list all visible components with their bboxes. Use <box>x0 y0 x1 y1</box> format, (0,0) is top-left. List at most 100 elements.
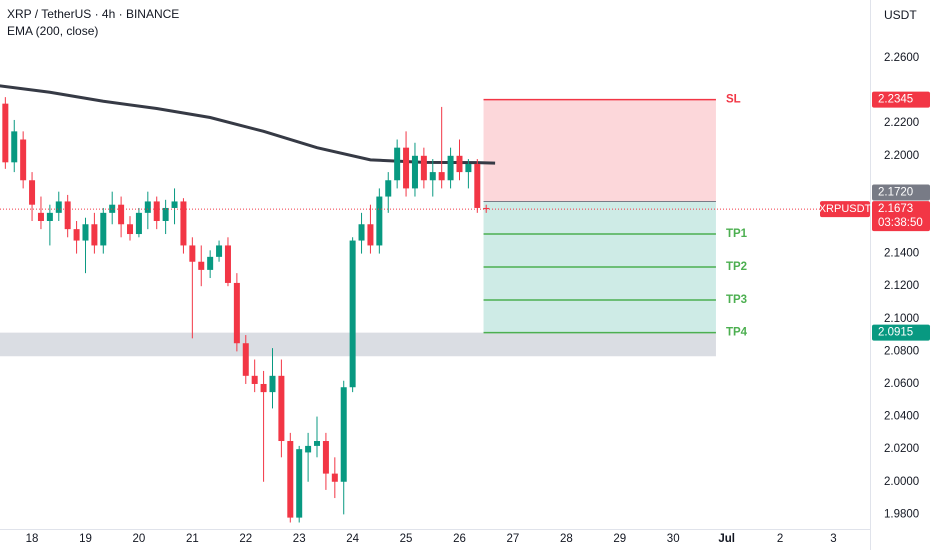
candle-body <box>314 441 321 446</box>
candle-body <box>189 245 196 262</box>
x-tick-label: 28 <box>560 533 573 545</box>
candle-body <box>46 212 53 221</box>
candle-body <box>251 375 258 384</box>
y-tick-label: 2.2000 <box>884 150 919 162</box>
candle-body <box>474 163 481 208</box>
candle-body <box>55 201 62 213</box>
candle-body <box>296 449 303 518</box>
currency: USDT <box>884 8 917 22</box>
candle-body <box>278 375 285 442</box>
target-label: TP4 <box>726 327 748 339</box>
candle-body <box>438 172 445 181</box>
candle-body <box>207 256 214 270</box>
candle-body <box>127 224 134 235</box>
countdown-label: 03:38:50 <box>878 217 923 229</box>
candle-body <box>2 103 9 163</box>
x-tick-label: Jul <box>718 533 735 545</box>
candle-body <box>171 201 178 208</box>
target-label: TP2 <box>726 261 747 273</box>
candle-body <box>153 201 160 221</box>
y-tick-label: 2.0800 <box>884 345 919 357</box>
price-badge-label: 2.0915 <box>878 327 913 339</box>
candle-body <box>331 473 338 482</box>
y-tick-label: 2.0400 <box>884 411 919 423</box>
y-tick-label: 2.1400 <box>884 248 919 260</box>
candle-body <box>29 180 36 205</box>
candle-body <box>429 172 436 181</box>
price-badge <box>872 91 930 108</box>
candle-body <box>465 163 472 173</box>
candle-body <box>216 245 223 257</box>
x-tick-label: 25 <box>400 533 413 545</box>
candle-body <box>144 201 151 213</box>
price-badge-label: 2.1720 <box>878 186 913 198</box>
x-tick-label: 22 <box>239 533 252 545</box>
price-badge-label: 2.1673 <box>878 203 913 215</box>
stop-label: SL <box>726 94 741 106</box>
candle-body <box>73 229 80 241</box>
x-tick-label: 2 <box>777 533 783 545</box>
indicator-label: EMA (200, close) <box>7 24 98 38</box>
candle-body <box>483 207 490 210</box>
x-tick-label: 24 <box>346 533 359 545</box>
candle-body <box>456 155 463 173</box>
y-tick-label: 2.0000 <box>884 476 919 488</box>
candle-body <box>135 212 142 235</box>
candle-body <box>322 441 329 474</box>
candle-body <box>340 387 347 482</box>
candle-body <box>118 204 125 225</box>
candle-body <box>11 131 18 163</box>
x-tick-label: 20 <box>133 533 146 545</box>
chart-title: XRP / TetherUS · 4h · BINANCE <box>7 7 179 21</box>
price-badge <box>872 184 930 201</box>
candle-body <box>349 240 356 388</box>
candle-body <box>447 155 454 181</box>
candle-body <box>260 383 267 393</box>
target-label: TP1 <box>726 228 748 240</box>
candle-body <box>411 155 418 189</box>
support-zone <box>0 332 716 357</box>
x-tick-label: 3 <box>830 533 836 545</box>
x-tick-label: 19 <box>79 533 92 545</box>
x-tick-label: 30 <box>667 533 680 545</box>
y-tick-label: 2.1200 <box>884 280 919 292</box>
candle-body <box>367 224 374 246</box>
symbol-label: XRPUSDT <box>819 203 872 215</box>
candle-body <box>224 245 231 283</box>
y-tick-label: 2.2200 <box>884 117 919 129</box>
y-tick-label: 2.2600 <box>884 52 919 64</box>
x-tick-label: 27 <box>507 533 520 545</box>
candle-body <box>269 375 276 393</box>
x-tick-label: 26 <box>453 533 466 545</box>
y-tick-label: 2.0600 <box>884 378 919 390</box>
price-badge <box>872 201 930 232</box>
candle-body <box>403 147 410 189</box>
y-tick-label: 2.0200 <box>884 443 919 455</box>
candle-body <box>420 155 427 181</box>
candle-body <box>198 261 205 270</box>
candle-body <box>180 201 187 246</box>
candle-body <box>64 201 71 230</box>
candle-body <box>82 224 89 241</box>
candle-body <box>233 282 240 344</box>
y-tick-label: 1.9800 <box>884 508 919 520</box>
candle-body <box>109 204 116 213</box>
candle-body <box>20 139 27 181</box>
target-label: TP3 <box>726 294 747 306</box>
price-badge <box>872 324 930 341</box>
x-tick-label: 21 <box>186 533 199 545</box>
candle-body <box>305 445 312 453</box>
plot <box>0 84 870 523</box>
x-tick-label: 18 <box>26 533 39 545</box>
price-badge-label: 2.2345 <box>878 94 913 106</box>
candle-body <box>376 196 383 246</box>
y-tick-label: 2.1000 <box>884 313 919 325</box>
candle-body <box>385 180 392 197</box>
candle-body <box>287 441 294 518</box>
x-tick-label: 29 <box>613 533 626 545</box>
candle-body <box>91 224 98 246</box>
candle-body <box>394 147 401 181</box>
symbol-badge <box>820 201 870 218</box>
